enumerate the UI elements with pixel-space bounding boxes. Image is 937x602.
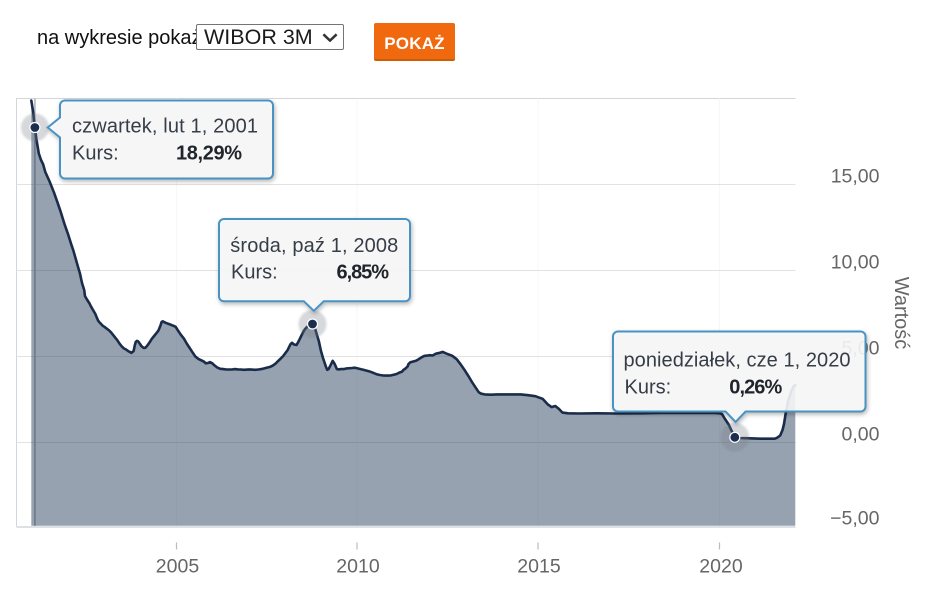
svg-text:10,00: 10,00 [831, 252, 880, 274]
svg-text:18,29%: 18,29% [176, 142, 242, 164]
svg-text:czwartek, lut 1, 2001: czwartek, lut 1, 2001 [72, 116, 258, 138]
svg-text:Kurs:: Kurs: [72, 142, 119, 164]
svg-text:15,00: 15,00 [831, 166, 880, 188]
svg-text:2005: 2005 [156, 555, 200, 577]
svg-text:2020: 2020 [699, 555, 743, 577]
svg-text:Wartość: Wartość [890, 277, 912, 350]
svg-text:0,00: 0,00 [842, 424, 880, 446]
svg-text:Kurs:: Kurs: [625, 376, 672, 398]
svg-text:Kurs:: Kurs: [231, 262, 278, 284]
svg-text:0,26%: 0,26% [729, 376, 782, 398]
svg-text:środa, paź 1, 2008: środa, paź 1, 2008 [230, 235, 398, 257]
svg-text:2010: 2010 [336, 555, 380, 577]
svg-text:2015: 2015 [517, 555, 561, 577]
svg-text:6,85%: 6,85% [337, 262, 390, 284]
svg-text:−5,00: −5,00 [830, 507, 879, 529]
svg-text:poniedziałek, cze 1, 2020: poniedziałek, cze 1, 2020 [624, 350, 851, 372]
